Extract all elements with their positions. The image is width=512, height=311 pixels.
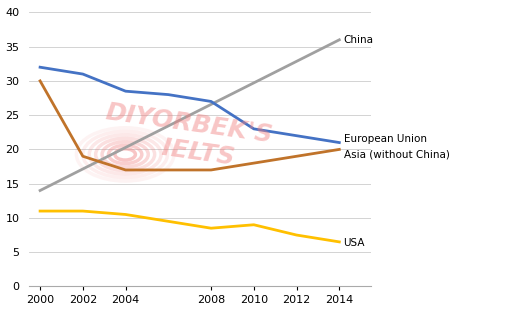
Text: USA: USA <box>344 238 365 248</box>
Text: China: China <box>344 35 374 45</box>
Text: European Union: European Union <box>344 134 426 144</box>
Text: Asia (without China): Asia (without China) <box>344 150 450 160</box>
Text: DIYORBEK'S
   IELTS: DIYORBEK'S IELTS <box>99 100 274 175</box>
